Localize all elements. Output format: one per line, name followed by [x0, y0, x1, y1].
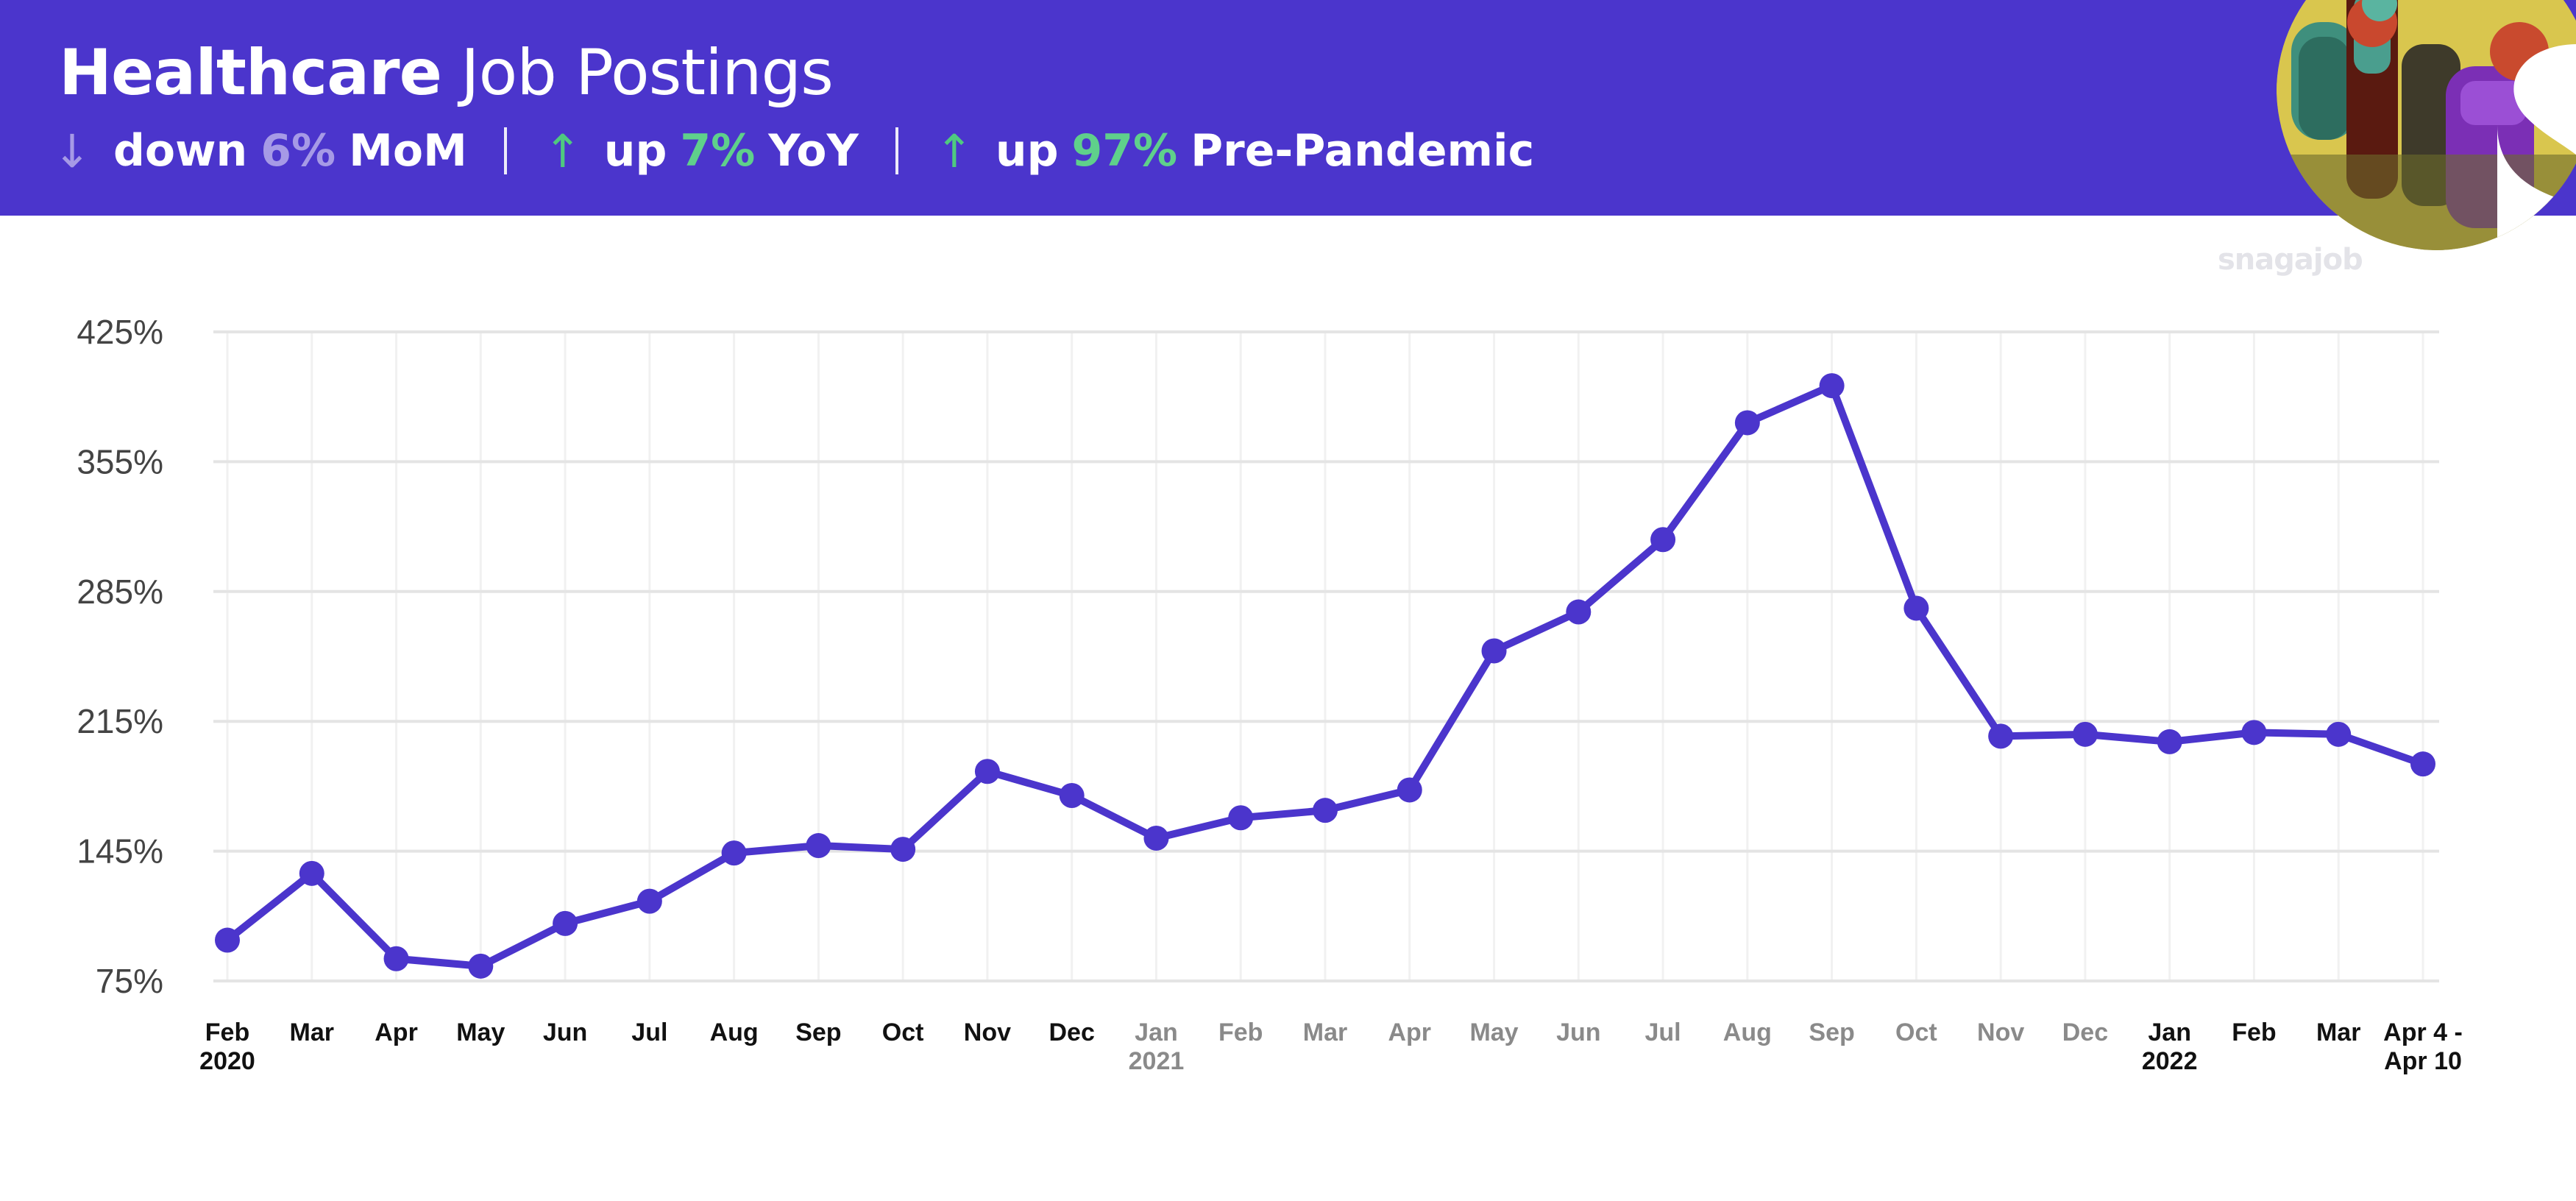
stat-divider [503, 127, 507, 174]
data-point [1059, 783, 1085, 808]
x-tick-label: Feb [2232, 1018, 2276, 1046]
stat-word: down [113, 125, 248, 177]
x-tick-label: Oct [882, 1018, 924, 1046]
x-tick-label: Dec [2062, 1018, 2108, 1046]
x-tick-label: Oct [1895, 1018, 1937, 1046]
x-tick-label: Mar [2316, 1018, 2360, 1046]
data-point [299, 860, 324, 886]
x-tick-label: Nov [1977, 1018, 2024, 1046]
stat-label: YoY [768, 125, 859, 177]
stat-word: up [603, 125, 667, 177]
x-tick-label: Jun [543, 1018, 587, 1046]
x-tick-label: Nov [964, 1018, 1011, 1046]
y-tick-label: 145% [77, 832, 163, 871]
data-point [2072, 721, 2098, 747]
data-point [1650, 527, 1676, 553]
title-bold: Healthcare [59, 36, 442, 110]
data-point [974, 759, 1000, 784]
data-point [1313, 798, 1338, 823]
x-tick-label: Mar [290, 1018, 334, 1046]
data-point [806, 833, 831, 859]
x-tick-sublabel: 2021 [1129, 1047, 1185, 1075]
data-point [1734, 410, 1760, 436]
data-point [468, 953, 494, 979]
data-point [1481, 638, 1507, 664]
data-points [215, 373, 2435, 979]
title-light: Job Postings [461, 36, 834, 110]
data-point [383, 946, 409, 971]
data-point [2157, 729, 2182, 754]
x-tick-label: Jan [1135, 1018, 1178, 1046]
y-tick-label: 75% [96, 962, 163, 1000]
x-tick-label: Feb [205, 1018, 249, 1046]
x-tick-label: Mar [1303, 1018, 1347, 1046]
arrow-down-icon: ↓ [53, 124, 91, 178]
stat-yoy: ↑ up 7% YoY [544, 124, 859, 178]
x-tick-label: Sep [795, 1018, 841, 1046]
y-tick-label: 355% [77, 442, 163, 481]
data-point [2326, 721, 2352, 747]
horizontal-gridlines [213, 330, 2439, 982]
x-tick-label: Apr [375, 1018, 418, 1046]
x-tick-sublabel: 2020 [199, 1047, 255, 1075]
x-tick-label: May [1469, 1018, 1518, 1046]
x-tick-label: Jul [631, 1018, 667, 1046]
data-point [1988, 723, 2014, 749]
x-tick-label: Jun [1556, 1018, 1600, 1046]
x-tick-label: Apr [1388, 1018, 1431, 1046]
data-point [553, 910, 578, 936]
x-tick-label: Feb [1218, 1018, 1263, 1046]
arrow-up-icon: ↑ [543, 124, 582, 178]
data-point [2241, 720, 2267, 745]
x-tick-sublabel: 2022 [2142, 1047, 2198, 1075]
x-tick-sublabel: Apr 10 [2384, 1047, 2462, 1075]
arrow-up-icon: ↑ [934, 124, 973, 178]
x-tick-label: Jan [2148, 1018, 2191, 1046]
data-point [1143, 825, 1169, 851]
y-tick-label: 285% [77, 573, 163, 611]
data-point [1903, 595, 1929, 621]
stat-pct: 97% [1071, 125, 1178, 177]
x-tick-label: Aug [710, 1018, 759, 1046]
y-axis-ticks: 425% 355% 285% 215% 145% 75% [77, 313, 163, 1000]
x-tick-label: Dec [1049, 1018, 1095, 1046]
data-point [890, 837, 916, 862]
x-tick-label: May [456, 1018, 505, 1046]
stat-pct: 6% [260, 125, 336, 177]
data-point [215, 927, 240, 953]
x-tick-label: Sep [1809, 1018, 1854, 1046]
data-point [1566, 599, 1592, 625]
data-point [1228, 805, 1254, 831]
y-tick-label: 425% [77, 313, 163, 351]
stat-label: Pre-Pandemic [1191, 125, 1535, 177]
stat-pct: 7% [680, 125, 756, 177]
x-tick-label: Jul [1645, 1018, 1681, 1046]
stat-mom: ↓ down 6% MoM [53, 124, 467, 178]
header-banner: Healthcare Job Postings ↓ down 6% MoM ↑ … [0, 0, 2576, 216]
stat-pre-pandemic: ↑ up 97% Pre-Pandemic [935, 124, 1534, 178]
stats-bar: ↓ down 6% MoM ↑ up 7% YoY ↑ up 97% Pre-P… [53, 121, 1534, 181]
brand-watermark: snagajob [2218, 243, 2363, 277]
data-point [1819, 373, 1845, 399]
data-point [636, 888, 662, 914]
y-tick-label: 215% [77, 702, 163, 740]
data-point [721, 840, 747, 866]
data-point [2410, 751, 2435, 777]
x-tick-label: Aug [1723, 1018, 1772, 1046]
data-point [1397, 777, 1422, 803]
stat-divider [895, 127, 898, 174]
page-title: Healthcare Job Postings [59, 32, 834, 113]
x-tick-label: Apr 4 - [2383, 1018, 2463, 1046]
vertical-gridlines [226, 332, 2424, 981]
stat-label: MoM [349, 125, 467, 177]
stat-word: up [995, 125, 1059, 177]
